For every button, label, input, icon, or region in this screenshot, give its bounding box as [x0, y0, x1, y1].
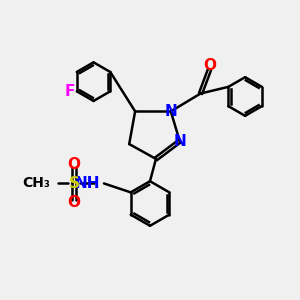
Text: O: O	[68, 195, 81, 210]
Text: CH₃: CH₃	[22, 176, 50, 190]
Text: O: O	[68, 157, 81, 172]
Text: N: N	[173, 134, 186, 148]
Text: O: O	[203, 58, 216, 73]
Text: S: S	[69, 176, 80, 191]
Text: NH: NH	[75, 176, 100, 191]
Text: F: F	[64, 84, 75, 99]
Text: N: N	[164, 104, 177, 119]
